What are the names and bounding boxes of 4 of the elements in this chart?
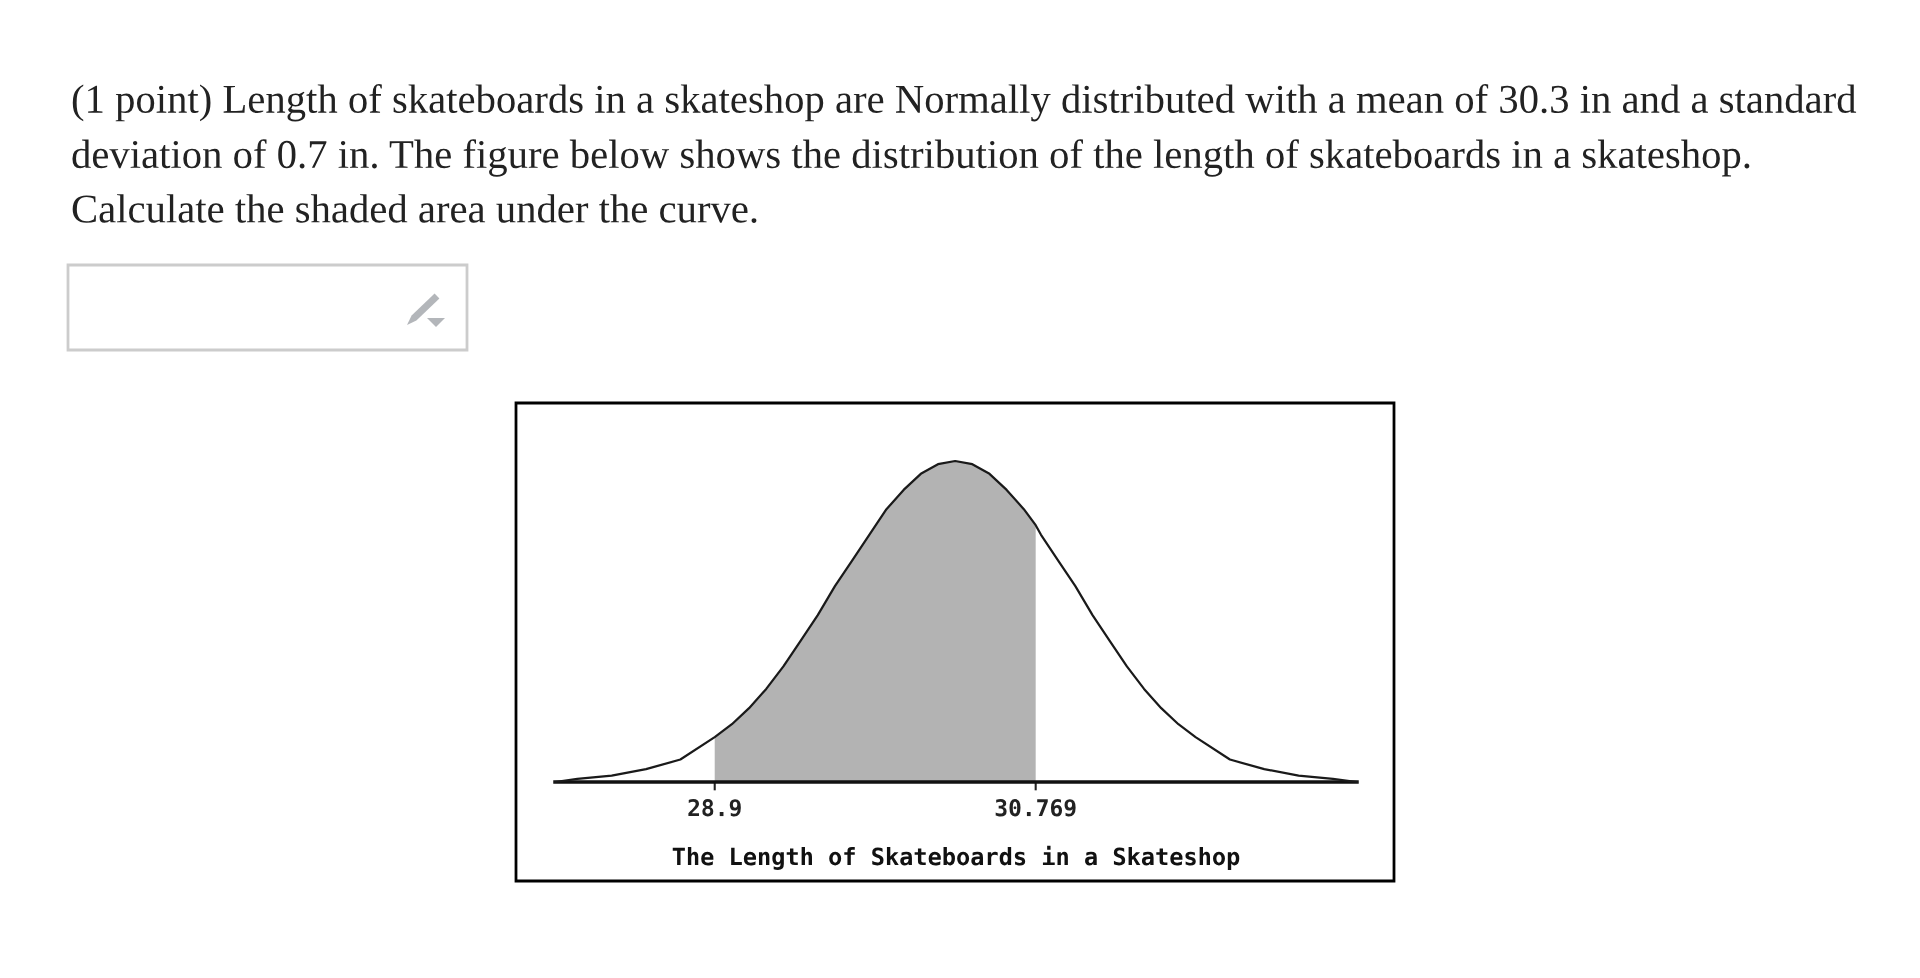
x-tick-label: 28.9: [688, 799, 741, 817]
chart-title: (1 point) Length of skateboards in a skateshop are Normally distributed with a mean of 30.3 in and a standard deviation of 0.7 in. The figure below shows the distribution of the length of skateboards in a skateshop. Calculate the shaded area under the curve.: [72, 84, 1857, 223]
x-axis-title: The Length of Skateboards in a Skateshop: [672, 845, 1240, 870]
x-tick-label: 30.769: [995, 799, 1076, 817]
